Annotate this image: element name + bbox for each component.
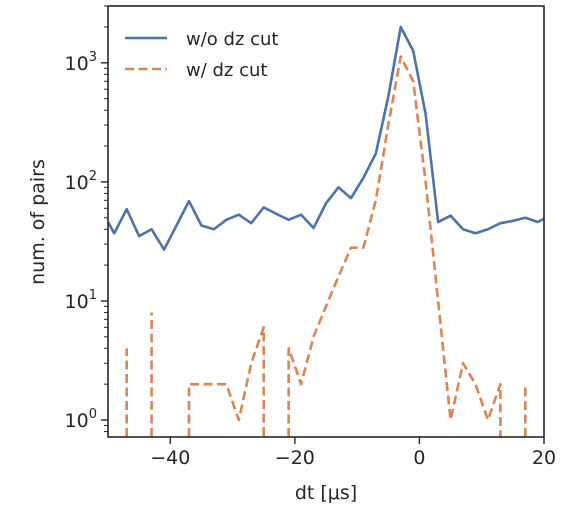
x-tick-label: 0: [413, 447, 425, 469]
y-tick-label: 100: [65, 407, 97, 432]
x-tick-label: −20: [275, 447, 315, 469]
legend-label: w/o dz cut: [186, 29, 278, 50]
series-line-1-segment-1: [108, 25, 544, 251]
series-line-2-segment-4: [287, 55, 502, 437]
y-tick-label: 102: [65, 169, 97, 194]
y-tick-label: 101: [65, 288, 97, 313]
x-tick-label: −40: [150, 447, 190, 469]
y-tick-label: 103: [65, 50, 97, 75]
series-layer: [108, 25, 544, 437]
y-axis-label: num. of pairs: [27, 159, 49, 285]
plot-frame: [107, 5, 545, 438]
y-axis: 100 101 102 103: [65, 5, 108, 433]
x-axis-label: dt [μs]: [295, 482, 357, 504]
legend: w/o dz cut w/ dz cut: [125, 29, 278, 81]
x-axis: −40 −20 0 20: [150, 437, 556, 469]
x-tick-label: 20: [532, 447, 556, 469]
series-line-2-segment-3: [187, 326, 266, 437]
legend-label: w/ dz cut: [186, 60, 267, 81]
